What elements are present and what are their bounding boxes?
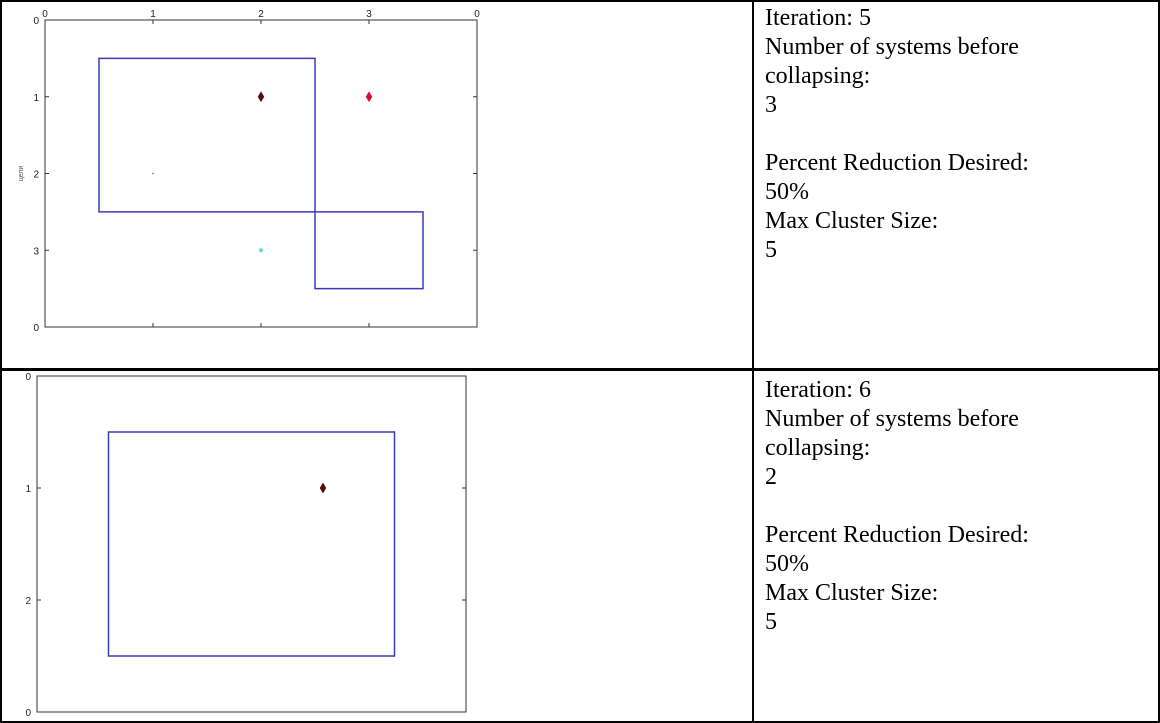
y-tick-label: 0 — [25, 372, 31, 383]
y-tick-label: 0 — [33, 323, 39, 334]
max-cluster-label: Max Cluster Size: — [765, 580, 939, 606]
data-point — [365, 91, 373, 103]
cluster-plot-iteration-6: 0 1 2 0 — [0, 371, 752, 721]
iteration-info-panel: Iteration: 5 Number of systems before co… — [765, 4, 1029, 265]
y-tick-label: 0 — [25, 708, 31, 719]
x-tick-label: 0 — [474, 9, 480, 20]
systems-label-line-2: collapsing: — [765, 435, 871, 461]
y-tick-label: 0 — [33, 16, 39, 27]
y-tick-label: 1 — [33, 93, 39, 104]
iteration-label: Iteration: 5 — [765, 5, 871, 31]
x-tick-label: 3 — [366, 9, 372, 20]
max-cluster-value: 5 — [765, 609, 777, 635]
reduction-label: Percent Reduction Desired: — [765, 522, 1029, 548]
plot-frame — [36, 375, 467, 713]
plot-frame — [44, 19, 478, 328]
table-border-top — [0, 0, 1160, 2]
reduction-value: 50% — [765, 179, 809, 205]
blank-line — [765, 120, 1029, 149]
iteration-label: Iteration: 6 — [765, 377, 871, 403]
data-point — [152, 172, 154, 175]
systems-value: 3 — [765, 92, 777, 118]
x-tick-label: 0 — [42, 9, 48, 20]
cluster-box — [107, 431, 396, 657]
y-tick-label: 3 — [33, 246, 39, 257]
y-axis-label: цели — [18, 166, 25, 182]
cluster-plot-iteration-5: 0 1 2 3 0 0 1 2 3 0 цели — [0, 0, 752, 368]
max-cluster-value: 5 — [765, 237, 777, 263]
column-divider — [752, 0, 754, 723]
data-point — [257, 91, 265, 103]
table-border-left — [0, 0, 2, 723]
reduction-label: Percent Reduction Desired: — [765, 150, 1029, 176]
table-border-right — [1158, 0, 1160, 723]
systems-label-line-1: Number of systems before — [765, 406, 1019, 432]
table-border-bottom — [0, 721, 1160, 723]
max-cluster-label: Max Cluster Size: — [765, 208, 939, 234]
x-tick-label: 1 — [150, 9, 156, 20]
y-tick-label: 1 — [25, 484, 31, 495]
blank-line — [765, 492, 1029, 521]
systems-label-line-1: Number of systems before — [765, 34, 1019, 60]
cluster-box — [314, 211, 424, 290]
reduction-value: 50% — [765, 551, 809, 577]
systems-value: 2 — [765, 464, 777, 490]
iteration-info-panel: Iteration: 6 Number of systems before co… — [765, 376, 1029, 637]
row-divider — [0, 368, 1160, 371]
systems-label-line-2: collapsing: — [765, 63, 871, 89]
y-tick-label: 2 — [25, 596, 31, 607]
x-tick-label: 2 — [258, 9, 264, 20]
data-point — [259, 248, 263, 253]
cluster-plot-svg: 0 1 2 0 — [25, 372, 467, 719]
data-point — [319, 482, 327, 494]
y-tick-label: 2 — [33, 170, 39, 181]
cluster-box — [98, 57, 316, 213]
